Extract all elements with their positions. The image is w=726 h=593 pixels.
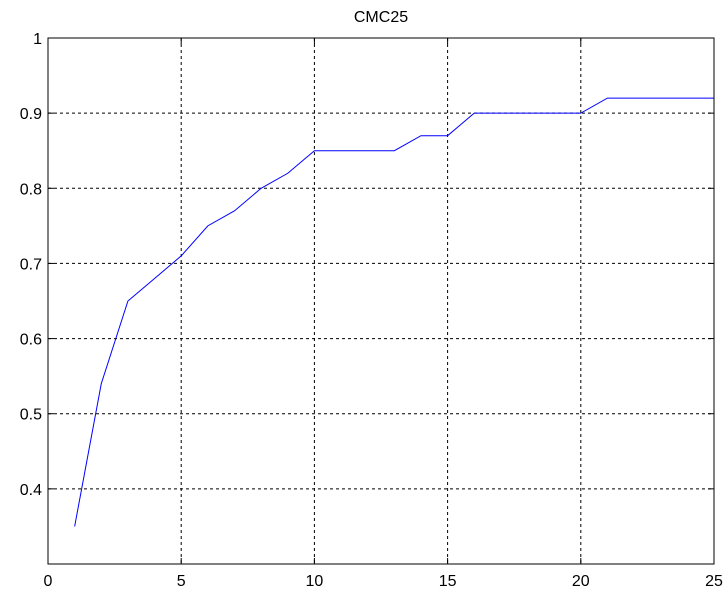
series-layer: [74, 97, 714, 527]
y-tick-label: 0.9: [20, 106, 42, 123]
tick-layer: [47, 37, 715, 564]
chart-title: CMC25: [354, 9, 408, 26]
plot-frame: [47, 37, 715, 565]
y-tick-label: 0.8: [20, 181, 42, 198]
x-tick-label: 15: [439, 573, 457, 590]
series-line: [74, 97, 714, 527]
x-tick-label: 5: [177, 573, 186, 590]
y-tick-label: 1: [33, 31, 42, 48]
x-tick-label: 0: [44, 573, 53, 590]
y-tick-label: 0.4: [20, 482, 42, 499]
tick-labels: 0 5 10 15 20 25 0.4 0.5 0.6 0.7 0.8 0.9 1: [20, 31, 723, 590]
x-tick-label: 25: [705, 573, 723, 590]
x-tick-label: 20: [572, 573, 590, 590]
y-tick-label: 0.5: [20, 407, 42, 424]
y-tick-label: 0.6: [20, 332, 42, 349]
grid: [48, 37, 714, 564]
y-tick-label: 0.7: [20, 256, 42, 273]
x-tick-label: 10: [306, 573, 324, 590]
